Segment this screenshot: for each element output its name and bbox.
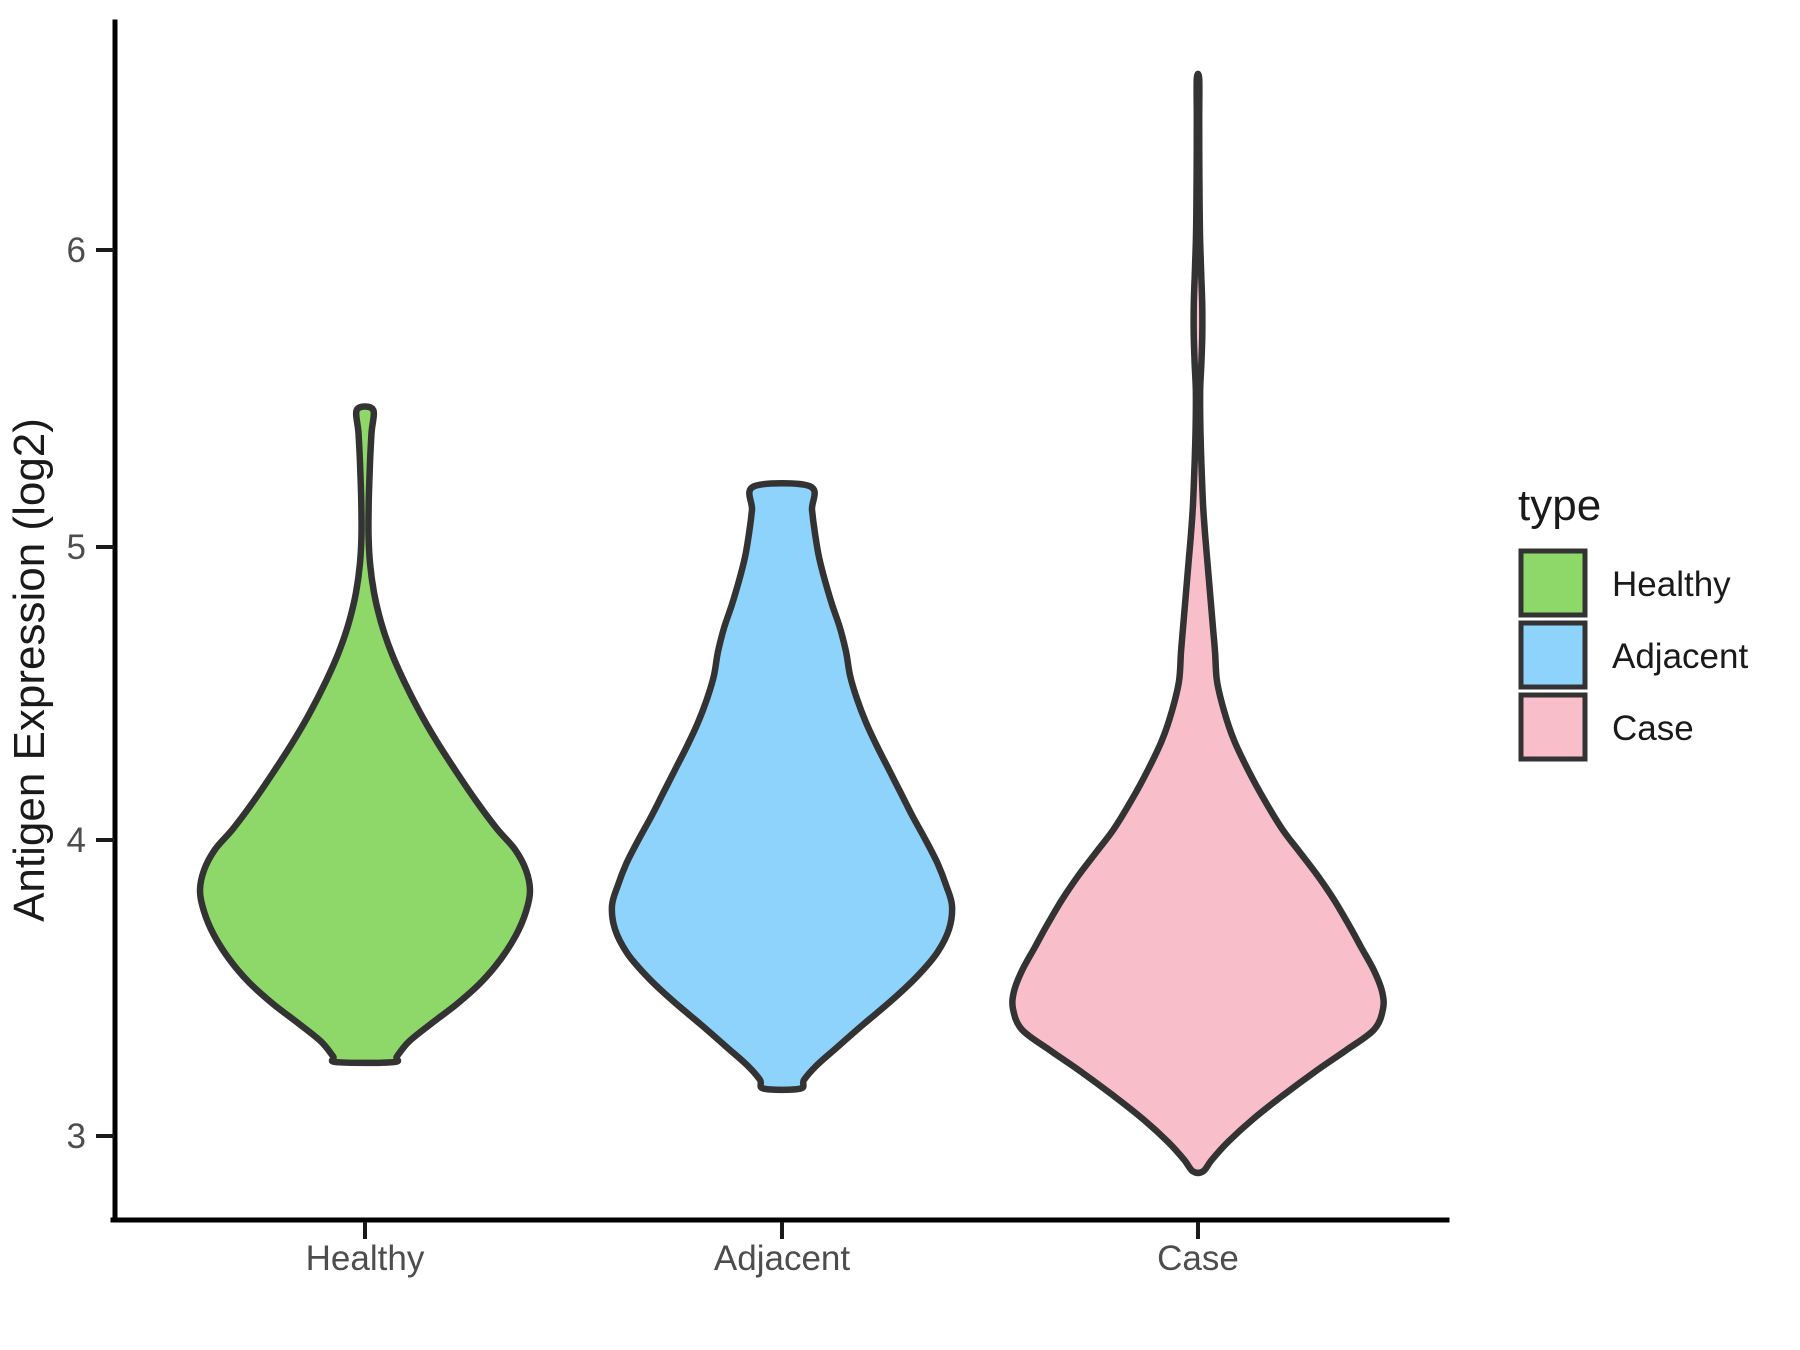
x-tick-labels: Healthy Adjacent Case — [306, 1239, 1239, 1278]
y-tick-label-6: 6 — [67, 231, 86, 270]
y-axis-title: Antigen Expression (log2) — [5, 418, 54, 922]
y-tick-label-3: 3 — [67, 1117, 86, 1156]
legend-swatch-case — [1518, 692, 1588, 762]
x-tick-label-adjacent: Adjacent — [714, 1239, 850, 1278]
y-tick-marks — [96, 248, 114, 1138]
legend-label-case: Case — [1612, 709, 1694, 748]
legend-swatch-healthy — [1518, 548, 1588, 618]
legend-entry-adjacent: Adjacent — [1518, 620, 1748, 690]
y-tick-label-4: 4 — [67, 821, 86, 860]
x-tick-label-case: Case — [1157, 1239, 1239, 1278]
legend-label-adjacent: Adjacent — [1612, 637, 1748, 676]
legend-entry-healthy: Healthy — [1518, 548, 1731, 618]
legend: type Healthy Adjacent Case — [1518, 481, 1748, 762]
x-tick-marks — [363, 1222, 1200, 1239]
violin-case — [1009, 70, 1387, 1177]
violin-healthy — [196, 403, 534, 1067]
legend-entry-case: Case — [1518, 692, 1694, 762]
y-tick-labels: 3 4 5 6 — [67, 231, 86, 1156]
y-tick-label-5: 5 — [67, 528, 86, 567]
legend-title: type — [1518, 481, 1601, 530]
legend-swatch-adjacent — [1518, 620, 1588, 690]
violin-adjacent — [608, 480, 956, 1094]
legend-label-healthy: Healthy — [1612, 565, 1731, 604]
x-tick-label-healthy: Healthy — [306, 1239, 425, 1278]
